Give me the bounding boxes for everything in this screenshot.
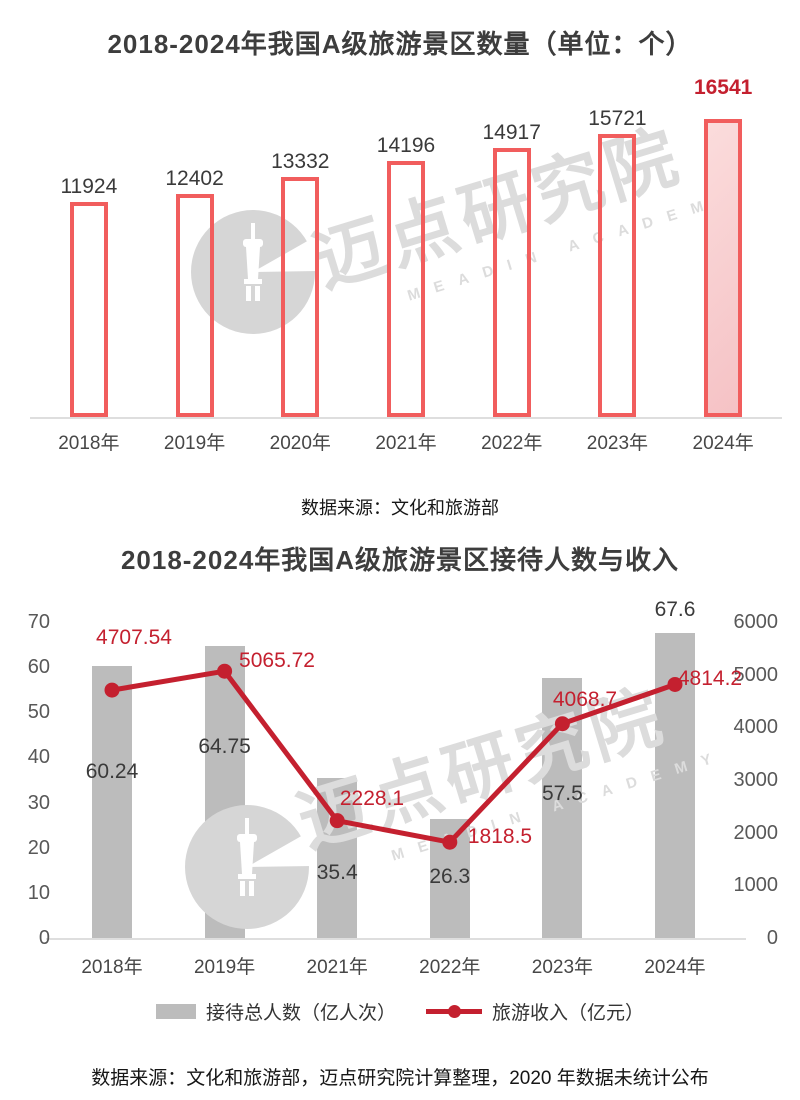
left-tick-0: 0 bbox=[38, 927, 50, 949]
revenue-value-label: 1818.5 bbox=[467, 825, 533, 848]
revenue-value-label: 5065.72 bbox=[239, 649, 315, 672]
value-label: 11924 bbox=[60, 175, 118, 198]
value-label: 14196 bbox=[376, 134, 436, 157]
x-label-2020年: 2020年 bbox=[269, 433, 331, 454]
legend-item-visitors: 接待总人数（亿人次） bbox=[155, 998, 396, 1025]
value-label: 15721 bbox=[588, 107, 647, 130]
chart1-title: 2018-2024年我国A级旅游景区数量（单位：个） bbox=[107, 29, 693, 59]
legend-item-revenue: 旅游收入（亿元） bbox=[426, 998, 644, 1025]
bar-2023年 bbox=[598, 134, 637, 417]
x-label-2019年: 2019年 bbox=[163, 433, 226, 454]
bar-2021年 bbox=[387, 161, 425, 417]
chart2-source-note: 数据来源：文化和旅游部，迈点研究院计算整理，2020 年数据未统计公布 bbox=[91, 1068, 709, 1089]
chart2-legend: 接待总人数（亿人次） 旅游收入（亿元） bbox=[0, 998, 800, 1025]
bar-2022年 bbox=[492, 148, 531, 417]
visitors-value-label: 60.24 bbox=[85, 760, 139, 783]
left-tick-40: 40 bbox=[27, 746, 50, 769]
x-label-2018年: 2018年 bbox=[58, 433, 120, 454]
x-label-2021年: 2021年 bbox=[306, 957, 368, 978]
chart2-x-axis bbox=[46, 938, 746, 940]
value-label: 14917 bbox=[482, 121, 541, 144]
chart2-title: 2018-2024年我国A级旅游景区接待人数与收入 bbox=[120, 545, 680, 575]
revenue-line-series bbox=[104, 663, 683, 850]
red-line-marker-icon bbox=[426, 1005, 482, 1018]
right-tick-6000: 6000 bbox=[733, 611, 779, 633]
revenue-value-label: 4707.54 bbox=[96, 626, 172, 649]
chart1-source-note: 数据来源：文化和旅游部 bbox=[301, 498, 499, 518]
x-label-2023年: 2023年 bbox=[531, 957, 594, 978]
right-tick-0: 0 bbox=[766, 927, 778, 949]
right-tick-4000: 4000 bbox=[733, 716, 779, 739]
right-tick-3000: 3000 bbox=[733, 769, 779, 791]
visitors-value-label: 67.6 bbox=[654, 598, 696, 621]
x-label-2022年: 2022年 bbox=[419, 957, 481, 978]
bar-2018年 bbox=[69, 202, 108, 417]
right-tick-5000: 5000 bbox=[733, 663, 779, 686]
left-tick-50: 50 bbox=[27, 701, 50, 724]
revenue-value-label: 2228.1 bbox=[339, 787, 405, 810]
bar-2020年 bbox=[281, 177, 320, 417]
gray-bar-swatch-icon bbox=[155, 1004, 196, 1019]
x-label-2021年: 2021年 bbox=[375, 433, 437, 454]
x-label-2019年: 2019年 bbox=[193, 957, 256, 978]
visitors-value-label: 26.3 bbox=[429, 865, 471, 888]
chart2-visitors-revenue: 迈点研究院 MEADIN ACADEMY 0 10 20 30 40 50 60 70 0 100… bbox=[20, 598, 780, 992]
left-tick-60: 60 bbox=[27, 656, 50, 679]
legend-revenue-label: 旅游收入（亿元） bbox=[492, 1003, 645, 1024]
value-label: 12402 bbox=[165, 167, 224, 190]
x-label-2018年: 2018年 bbox=[81, 957, 143, 978]
visitors-value-label: 64.75 bbox=[198, 735, 251, 758]
value-label: 13332 bbox=[271, 150, 330, 173]
right-tick-2000: 2000 bbox=[733, 821, 779, 844]
left-tick-10: 10 bbox=[27, 881, 50, 904]
x-label-2023年: 2023年 bbox=[586, 433, 649, 454]
bar-2018年 bbox=[92, 666, 132, 938]
left-tick-30: 30 bbox=[27, 791, 50, 814]
x-label-2024年: 2024年 bbox=[692, 433, 754, 454]
left-tick-20: 20 bbox=[27, 836, 50, 859]
x-label-2024年: 2024年 bbox=[644, 957, 706, 978]
revenue-value-label: 4068.7 bbox=[552, 688, 618, 711]
value-label: 16541 bbox=[693, 76, 753, 99]
visitors-value-label: 35.4 bbox=[316, 861, 358, 884]
chart1-scenic-area-count: 迈点研究院 MEADIN ACADEMY 11924 2018年 12402 2019… bbox=[30, 76, 782, 460]
bar-2019年 bbox=[175, 194, 214, 417]
watermark-subtext: MEADIN ACADEMY bbox=[405, 186, 744, 305]
visitors-value-label: 57.5 bbox=[541, 782, 583, 805]
legend-visitors-label: 接待总人数（亿人次） bbox=[205, 1003, 396, 1024]
right-tick-1000: 1000 bbox=[733, 874, 779, 897]
left-tick-70: 70 bbox=[27, 611, 50, 633]
x-label-2022年: 2022年 bbox=[481, 433, 543, 454]
chart1-x-axis bbox=[30, 417, 782, 419]
revenue-value-label: 4814.2 bbox=[677, 667, 743, 690]
bar-2024年 bbox=[704, 119, 743, 417]
